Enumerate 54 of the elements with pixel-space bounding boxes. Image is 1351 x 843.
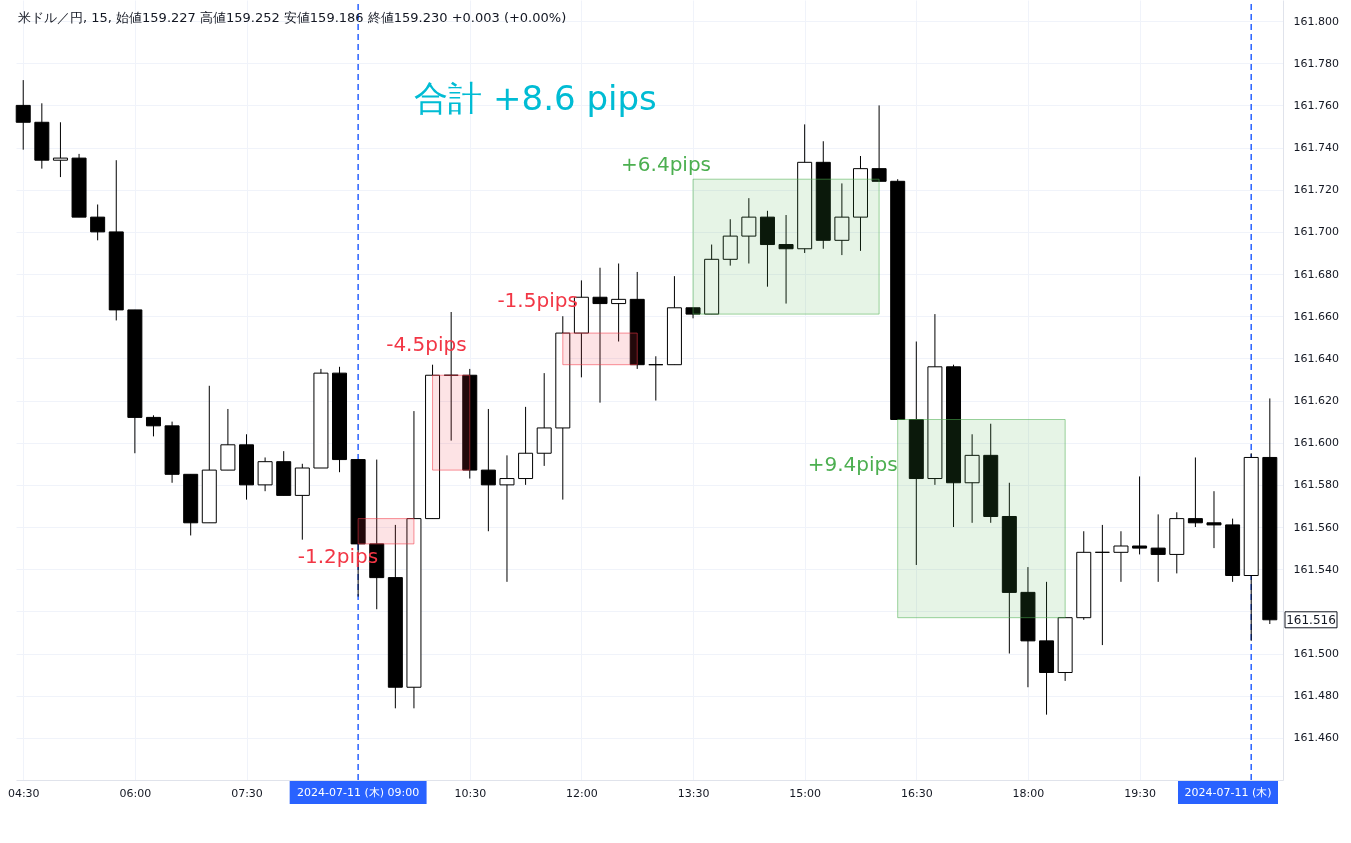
candlestick [52,121,68,178]
candlestick [778,214,794,305]
y-tick-label: 161.780 [1293,56,1339,70]
candlestick [741,197,757,265]
x-tick-label: 04:30 [7,786,40,800]
candlestick [611,263,627,343]
candlestick [1113,530,1129,583]
candlestick [480,408,496,532]
candlestick [834,182,850,256]
y-tick-label: 161.460 [1293,731,1339,745]
y-tick-label: 161.640 [1293,351,1339,365]
y-tick-label: 161.500 [1293,647,1339,661]
ref-line-label: 2024-07-11 (木) 09:00 [297,786,420,799]
y-tick-label: 161.740 [1293,141,1339,155]
x-tick-label: 13:30 [677,786,710,800]
x-tick-label: 19:30 [1124,786,1156,800]
x-tick-label: 16:30 [900,786,933,800]
x-tick-label: 18:00 [1012,786,1045,800]
candlestick [90,203,106,241]
y-tick-label: 161.620 [1293,394,1339,408]
candlestick [1187,456,1203,528]
y-tick-label: 161.600 [1293,436,1339,450]
candlestick [722,218,738,267]
y-tick-label: 161.720 [1293,183,1339,197]
candlestick [257,456,273,492]
annotation: 合計 +8.6 pips [414,78,657,118]
x-tick-label: 12:00 [566,786,598,800]
candlestick [499,454,515,583]
x-tick-label: 15:00 [789,786,822,800]
y-tick-label: 161.580 [1293,478,1339,492]
candlestick [1132,475,1148,555]
y-tick-label: 161.560 [1293,520,1339,534]
x-tick-label: 10:30 [454,786,487,800]
y-tick-label: 161.800 [1293,14,1339,28]
legend-label: +6.4pips [621,152,712,177]
candlestick [1094,524,1110,646]
candlestick [1206,490,1222,549]
ref-line-label: 2024-07-11 (木) [1184,786,1272,799]
x-tick-label: 06:00 [119,786,152,800]
y-tick-label: 161.480 [1293,689,1339,703]
y-tick-label: 161.680 [1293,267,1339,281]
legend-label: +9.4pips [807,451,898,476]
candlestick [145,414,161,437]
text: 米ドル／円, 15, 始値159.227 高値159.252 安値159.186 終値159.230 +0.003 (+0.00%) [18,10,567,26]
candlestick [648,355,664,402]
candlestick [871,104,887,182]
y-tick-label: 161.700 [1293,225,1339,239]
candlestick [592,267,608,404]
x-tick-label: 07:30 [231,786,263,800]
y-tick-label: 161.760 [1293,98,1339,112]
y-tick-label: 161.660 [1293,309,1339,323]
y-tick-label: 161.540 [1293,562,1339,576]
candlestick [15,79,31,151]
candlestick [1150,513,1166,583]
